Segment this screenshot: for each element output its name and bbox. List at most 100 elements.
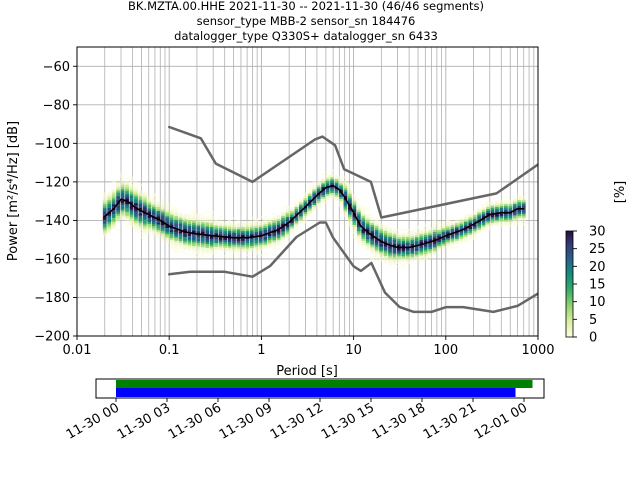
density-cell xyxy=(423,223,428,226)
density-cell xyxy=(388,221,392,224)
density-cell xyxy=(365,223,370,226)
density-cell xyxy=(267,251,272,254)
density-cell xyxy=(276,216,281,220)
density-cell xyxy=(428,236,433,240)
density-cell xyxy=(521,209,526,212)
density-cell xyxy=(495,204,499,207)
density-cell xyxy=(383,240,388,243)
density-cell xyxy=(307,191,312,195)
density-cell xyxy=(370,213,375,216)
density-cell xyxy=(521,203,526,207)
density-cell xyxy=(218,218,223,221)
density-cell xyxy=(116,211,121,214)
density-cell xyxy=(258,229,263,232)
density-cell xyxy=(437,239,441,242)
density-cell xyxy=(347,210,352,214)
density-cell xyxy=(481,215,486,218)
density-cell xyxy=(343,205,348,208)
timeline-tick-label: 11-30 12 xyxy=(268,400,326,442)
density-cell xyxy=(450,245,455,249)
density-cell xyxy=(281,233,285,236)
density-cell xyxy=(227,240,232,243)
density-cell xyxy=(503,201,508,205)
density-cell xyxy=(241,244,245,247)
density-cell xyxy=(303,207,308,211)
density-cell xyxy=(236,248,241,251)
density-cell xyxy=(495,216,499,219)
density-cell xyxy=(191,224,196,227)
density-cell xyxy=(281,217,285,220)
density-cell xyxy=(347,209,352,212)
density-cell xyxy=(423,240,428,243)
density-cell xyxy=(508,223,513,226)
density-cell xyxy=(459,236,464,240)
density-cell xyxy=(477,217,482,221)
density-cell xyxy=(129,220,134,223)
density-cell xyxy=(129,218,134,222)
density-cell xyxy=(102,192,107,195)
density-cell xyxy=(343,185,348,189)
density-cell xyxy=(276,234,281,237)
density-cell xyxy=(316,186,321,190)
density-cell xyxy=(165,204,170,207)
density-cell xyxy=(218,246,223,250)
density-cell xyxy=(142,209,147,212)
density-cell xyxy=(125,226,129,230)
density-cell xyxy=(142,201,147,205)
density-cell xyxy=(356,232,361,236)
density-cell xyxy=(423,244,428,247)
density-cell xyxy=(285,218,290,221)
density-cell xyxy=(196,227,201,230)
density-cell xyxy=(397,259,401,263)
timeline-tick-label: 12-01 00 xyxy=(472,400,530,442)
density-cell xyxy=(490,220,495,224)
density-cell xyxy=(116,198,121,201)
density-cell xyxy=(151,223,156,227)
density-cell xyxy=(120,190,125,194)
density-cell xyxy=(290,222,294,225)
density-cell xyxy=(120,200,125,203)
density-cell xyxy=(107,227,112,230)
density-cell xyxy=(463,219,468,222)
density-cell xyxy=(383,257,388,261)
density-cell xyxy=(503,219,508,222)
density-cell xyxy=(276,237,281,241)
density-cell xyxy=(223,231,227,235)
density-cell xyxy=(134,200,138,204)
density-cell xyxy=(196,234,201,238)
density-cell xyxy=(236,234,241,238)
density-cell xyxy=(379,253,383,257)
density-cell xyxy=(521,201,526,205)
density-cell xyxy=(160,226,165,229)
density-cell xyxy=(352,216,357,220)
density-cell xyxy=(156,200,161,204)
density-cell xyxy=(156,202,161,206)
density-cell xyxy=(125,219,129,222)
density-cell xyxy=(419,255,424,258)
density-cell xyxy=(312,200,317,204)
density-cell xyxy=(303,221,308,224)
density-cell xyxy=(361,213,366,216)
density-cell xyxy=(214,225,219,228)
density-cell xyxy=(151,198,156,202)
density-cell xyxy=(441,226,446,229)
density-cell xyxy=(481,213,486,216)
density-cell xyxy=(196,223,201,226)
density-cell xyxy=(303,213,308,216)
density-cell xyxy=(356,205,361,209)
density-cell xyxy=(223,245,227,248)
density-cell xyxy=(428,242,433,246)
density-cell xyxy=(325,174,330,177)
density-cell xyxy=(517,215,522,218)
density-cell xyxy=(379,228,383,232)
density-cell xyxy=(517,198,522,201)
density-cell xyxy=(374,223,379,227)
density-cell xyxy=(200,218,205,221)
density-cell xyxy=(486,228,490,231)
density-cell xyxy=(450,222,455,226)
density-cell xyxy=(401,265,406,268)
density-cell xyxy=(156,222,161,225)
density-cell xyxy=(472,210,477,214)
density-cell xyxy=(102,213,107,216)
density-cell xyxy=(512,199,517,202)
